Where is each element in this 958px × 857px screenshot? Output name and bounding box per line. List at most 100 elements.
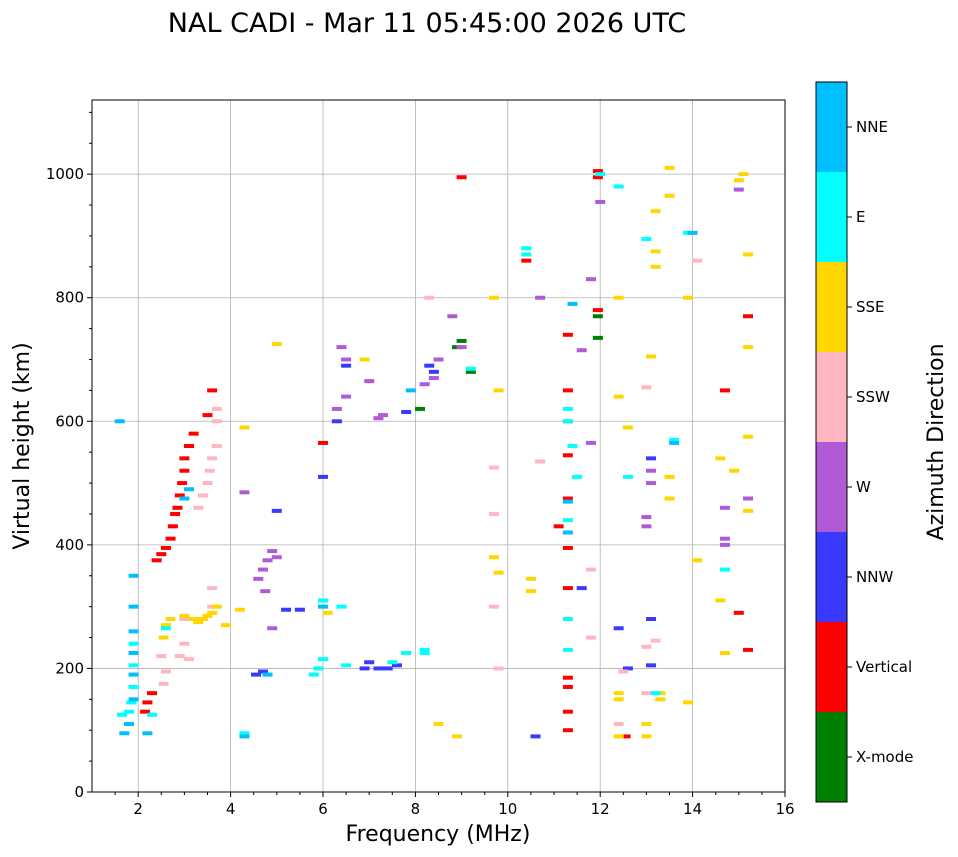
data-point — [650, 209, 661, 214]
data-point — [641, 385, 652, 390]
data-point — [117, 712, 128, 717]
data-point — [128, 672, 139, 677]
data-point — [525, 589, 536, 594]
data-point — [650, 638, 661, 643]
data-point — [234, 607, 245, 612]
x-axis-label: Frequency (MHz) — [346, 822, 531, 847]
colorbar-swatch — [816, 262, 847, 352]
grid-lines — [92, 100, 785, 792]
data-point — [271, 342, 282, 347]
data-point — [592, 308, 603, 313]
data-point — [562, 406, 573, 411]
data-point — [738, 172, 749, 177]
data-point — [641, 524, 652, 529]
data-point — [641, 644, 652, 649]
data-point — [692, 258, 703, 263]
data-point — [197, 493, 208, 498]
x-tick-label: 10 — [498, 800, 517, 818]
x-axis-ticks: 2 4 6 8 10 12 14 16 — [114, 792, 795, 818]
data-point — [207, 388, 218, 393]
data-point — [359, 666, 370, 671]
x-tick-label: 14 — [683, 800, 702, 818]
colorbar-swatch — [816, 622, 847, 712]
data-point — [646, 468, 657, 473]
data-point — [664, 474, 675, 479]
data-point — [184, 444, 195, 448]
data-point — [123, 722, 134, 727]
colorbar-category-label: SSW — [856, 388, 890, 406]
y-tick-label: 1000 — [46, 165, 84, 183]
data-point — [151, 558, 162, 563]
data-point — [378, 413, 389, 418]
data-point — [239, 734, 250, 739]
data-point — [521, 246, 532, 251]
data-point — [207, 456, 218, 461]
data-point — [576, 348, 587, 353]
series-nnw — [251, 363, 657, 739]
data-point — [664, 193, 675, 198]
data-point — [188, 617, 199, 621]
data-point — [562, 709, 573, 714]
data-point — [743, 314, 754, 319]
data-point — [493, 666, 504, 671]
data-point — [525, 576, 536, 581]
data-point — [174, 493, 185, 498]
x-tick-label: 6 — [318, 800, 328, 818]
data-point — [197, 617, 208, 621]
data-point — [415, 406, 426, 411]
data-point — [646, 456, 657, 461]
data-point — [140, 709, 151, 714]
data-point — [281, 607, 292, 612]
data-point — [687, 230, 698, 235]
data-point — [451, 734, 462, 739]
data-point — [641, 691, 652, 696]
data-point — [202, 613, 213, 618]
data-point — [521, 252, 532, 257]
data-point — [260, 589, 271, 594]
data-point — [622, 666, 633, 671]
data-point — [567, 301, 578, 306]
colorbar-category-label: SSE — [856, 298, 885, 316]
data-point — [733, 187, 744, 192]
data-point — [613, 691, 624, 696]
data-point — [128, 684, 139, 689]
data-point — [567, 444, 578, 448]
data-point — [364, 379, 375, 384]
colorbar-label: Azimuth Direction — [924, 343, 949, 540]
data-point — [743, 496, 754, 501]
data-point — [373, 416, 384, 421]
data-point — [114, 419, 125, 424]
data-point — [271, 508, 282, 513]
y-tick-label: 800 — [55, 289, 84, 307]
data-point — [585, 567, 596, 572]
data-point — [211, 604, 222, 609]
data-point — [622, 474, 633, 479]
data-point — [428, 369, 439, 374]
colorbar-swatch — [816, 712, 847, 802]
data-point — [239, 731, 250, 736]
data-point — [318, 604, 328, 609]
data-point — [424, 295, 435, 300]
colorbar-swatch — [816, 532, 847, 622]
data-point — [142, 700, 153, 705]
colorbar-swatch — [816, 172, 847, 262]
data-point — [405, 388, 416, 393]
data-point — [488, 604, 499, 609]
data-point — [646, 481, 657, 486]
data-point — [655, 697, 666, 702]
data-point — [620, 734, 631, 739]
data-point — [262, 672, 273, 677]
data-point — [488, 295, 499, 300]
data-point — [336, 345, 347, 350]
plot-area — [92, 100, 785, 792]
data-point — [618, 669, 629, 674]
data-point — [364, 660, 375, 665]
data-point — [341, 663, 352, 668]
data-point — [170, 511, 181, 516]
data-point — [592, 175, 603, 180]
data-point — [172, 505, 183, 510]
data-point — [257, 669, 268, 674]
data-point — [488, 555, 499, 560]
data-point — [128, 697, 139, 702]
